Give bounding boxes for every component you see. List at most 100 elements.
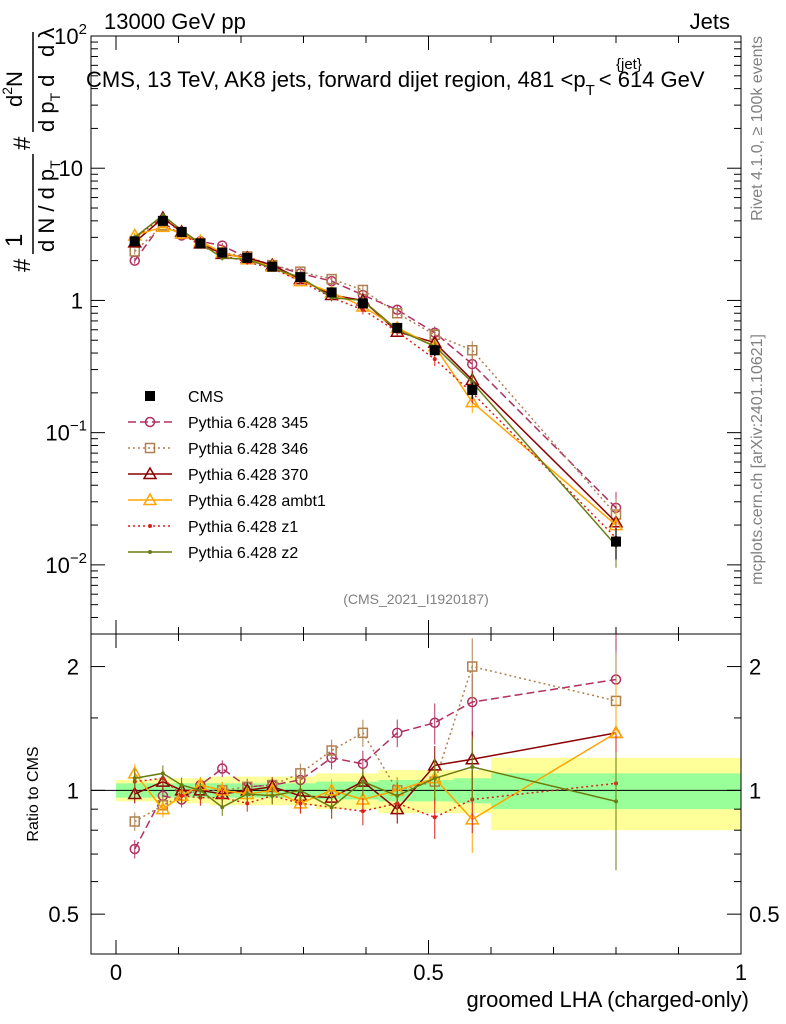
main-panel-series bbox=[127, 210, 624, 568]
y-tick-exp: −1 bbox=[70, 418, 87, 435]
ratio-series-line bbox=[134, 766, 617, 809]
ratio-point bbox=[245, 801, 250, 806]
ratio-point bbox=[198, 788, 203, 793]
ratio-point bbox=[220, 805, 225, 810]
cms-data-point bbox=[242, 252, 253, 263]
series-point bbox=[467, 344, 478, 356]
plot-title-tail: < 614 GeV bbox=[599, 67, 705, 92]
ratio-tick-label: 1 bbox=[67, 778, 79, 803]
ratio-point bbox=[129, 816, 140, 827]
y-label-part: 2 bbox=[0, 87, 15, 95]
ratio-point bbox=[217, 763, 228, 774]
plot-title: CMS, 13 TeV, AK8 jets, forward dijet reg… bbox=[86, 67, 705, 99]
ratio-point bbox=[245, 791, 250, 796]
series-point bbox=[155, 219, 171, 233]
y-tick-exp: 2 bbox=[79, 21, 87, 38]
series-point bbox=[432, 357, 437, 362]
ratio-tick-label-right: 2 bbox=[749, 655, 761, 680]
series-point bbox=[392, 307, 403, 319]
x-tick-label: 0.5 bbox=[413, 960, 444, 985]
x-tick-label: 0 bbox=[110, 960, 122, 985]
x-tick-label: 1 bbox=[735, 960, 747, 985]
y-tick-base: 1 bbox=[71, 288, 83, 313]
ratio-point bbox=[614, 799, 618, 804]
analysis-watermark: (CMS_2021_I1920187) bbox=[343, 591, 489, 607]
y-tick-base: 10 bbox=[45, 421, 69, 446]
cms-data-point bbox=[217, 247, 228, 258]
cms-data-point bbox=[392, 322, 403, 333]
y-label-part: d bbox=[34, 75, 59, 87]
cms-data-point bbox=[157, 215, 168, 226]
header-right-label: Jets bbox=[690, 9, 730, 34]
ratio-tick-label-right: 0.5 bbox=[749, 902, 780, 927]
y-tick-label: 1 bbox=[71, 288, 83, 313]
ratio-point bbox=[467, 661, 478, 672]
x-axis-label: groomed LHA (charged-only) bbox=[467, 987, 749, 1012]
rivet-version-label: Rivet 4.1.0, ≥ 100k events bbox=[749, 36, 766, 221]
y-label-part: # bbox=[9, 136, 36, 150]
ratio-point bbox=[220, 795, 225, 800]
series-line bbox=[134, 215, 617, 539]
svg-text:d λ: d λ bbox=[34, 28, 59, 57]
header-left-label: 13000 GeV pp bbox=[104, 9, 246, 34]
ratio-point bbox=[160, 771, 165, 776]
series-point bbox=[360, 307, 365, 312]
y-tick-label: 10 bbox=[59, 156, 83, 181]
legend-marker bbox=[144, 442, 156, 454]
series-line bbox=[134, 221, 617, 509]
ratio-tick-label: 2 bbox=[67, 655, 79, 680]
svg-text:d2N: d2N bbox=[0, 71, 27, 107]
legend: CMS Pythia 6.428 345 Pythia 6.428 346 Pythi… bbox=[128, 389, 326, 562]
svg-text:#: # bbox=[9, 136, 36, 150]
cms-data-point bbox=[467, 385, 478, 396]
legend-marker bbox=[142, 466, 158, 480]
ratio-point bbox=[357, 758, 369, 770]
ratio-panel-frame bbox=[90, 633, 742, 955]
ratio-point bbox=[429, 717, 440, 729]
ratio-point bbox=[179, 783, 184, 788]
ratio-point bbox=[329, 805, 334, 810]
series-point bbox=[464, 394, 480, 408]
ratio-point bbox=[357, 727, 369, 739]
legend-label: Pythia 6.428 z2 bbox=[188, 545, 298, 562]
legend-label: Pythia 6.428 346 bbox=[188, 441, 308, 458]
ratio-series-line bbox=[134, 678, 617, 850]
y-tick-label: 10−2 bbox=[45, 550, 87, 578]
ratio-point bbox=[270, 793, 275, 798]
ratio-tick-label: 0.5 bbox=[48, 902, 79, 927]
svg-text:1: 1 bbox=[1, 234, 28, 247]
y-tick-exp: −2 bbox=[70, 550, 87, 567]
y-label-part: 1 bbox=[1, 234, 28, 247]
mcplots-label: mcplots.cern.ch [arXiv:2401.10621] bbox=[749, 334, 766, 585]
legend-marker bbox=[142, 492, 158, 506]
ratio-point bbox=[298, 788, 303, 793]
y-label-part: T bbox=[47, 92, 63, 101]
ratio-point bbox=[395, 793, 400, 798]
legend-label: CMS bbox=[188, 389, 224, 406]
y-label-part: d p bbox=[34, 101, 59, 132]
ratio-point bbox=[132, 776, 137, 781]
svg-text:d pTd: d pTd bbox=[34, 75, 63, 132]
ratio-point bbox=[470, 764, 475, 769]
ratio-point bbox=[295, 768, 306, 779]
ratio-point bbox=[360, 779, 365, 784]
y-label-part: # bbox=[9, 258, 36, 272]
ratio-point bbox=[298, 801, 303, 806]
y-label-part: d bbox=[2, 95, 27, 107]
legend-marker bbox=[144, 416, 156, 428]
cms-uncertainty-band bbox=[116, 757, 741, 831]
y-axis-label-ratio: Ratio to CMS bbox=[25, 746, 42, 841]
ratio-point bbox=[129, 843, 140, 855]
y-label-part: d N / d p bbox=[34, 169, 59, 252]
ratio-point bbox=[127, 786, 143, 800]
legend-marker bbox=[145, 391, 155, 401]
legend-label: Pythia 6.428 ambt1 bbox=[188, 493, 326, 510]
legend-label: Pythia 6.428 345 bbox=[188, 415, 308, 432]
ratio-series-line bbox=[134, 777, 617, 819]
ratio-point bbox=[360, 809, 365, 814]
cms-data-point bbox=[357, 298, 368, 309]
series-point bbox=[326, 273, 337, 285]
y-label-part: N bbox=[2, 71, 27, 87]
